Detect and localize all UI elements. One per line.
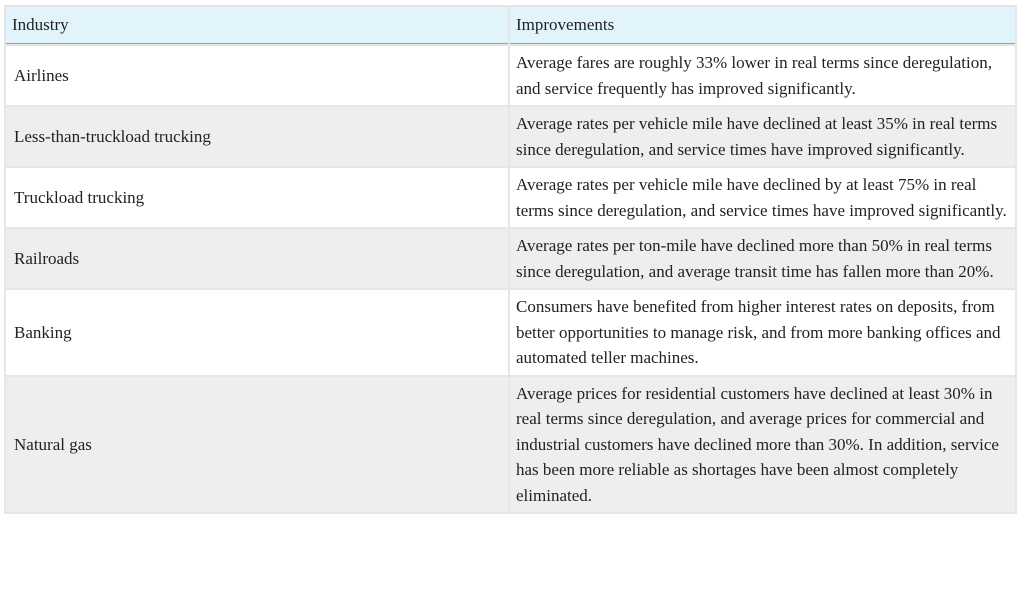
column-header-industry: Industry xyxy=(6,7,508,44)
improvements-cell: Average prices for residential customers… xyxy=(510,376,1015,512)
industry-cell: Railroads xyxy=(6,229,508,288)
improvements-cell: Average fares are roughly 33% lower in r… xyxy=(510,46,1015,105)
deregulation-table: Industry Improvements Airlines Average f… xyxy=(4,5,1017,514)
improvements-cell: Average rates per vehicle mile have decl… xyxy=(510,168,1015,227)
table-row: Less-than-truckload trucking Average rat… xyxy=(6,107,1015,166)
improvements-cell: Consumers have benefited from higher int… xyxy=(510,290,1015,375)
industry-cell: Truckload trucking xyxy=(6,168,508,227)
improvements-cell: Average rates per ton-mile have declined… xyxy=(510,229,1015,288)
industry-cell: Less-than-truckload trucking xyxy=(6,107,508,166)
column-header-improvements: Improvements xyxy=(510,7,1015,44)
industry-cell: Banking xyxy=(6,290,508,375)
industry-cell: Natural gas xyxy=(6,376,508,512)
table-row: Banking Consumers have benefited from hi… xyxy=(6,290,1015,375)
improvements-cell: Average rates per vehicle mile have decl… xyxy=(510,107,1015,166)
table-header-row: Industry Improvements xyxy=(6,7,1015,44)
table-row: Natural gas Average prices for residenti… xyxy=(6,376,1015,512)
industry-cell: Airlines xyxy=(6,46,508,105)
table-row: Airlines Average fares are roughly 33% l… xyxy=(6,46,1015,105)
table-row: Truckload trucking Average rates per veh… xyxy=(6,168,1015,227)
table-row: Railroads Average rates per ton-mile hav… xyxy=(6,229,1015,288)
